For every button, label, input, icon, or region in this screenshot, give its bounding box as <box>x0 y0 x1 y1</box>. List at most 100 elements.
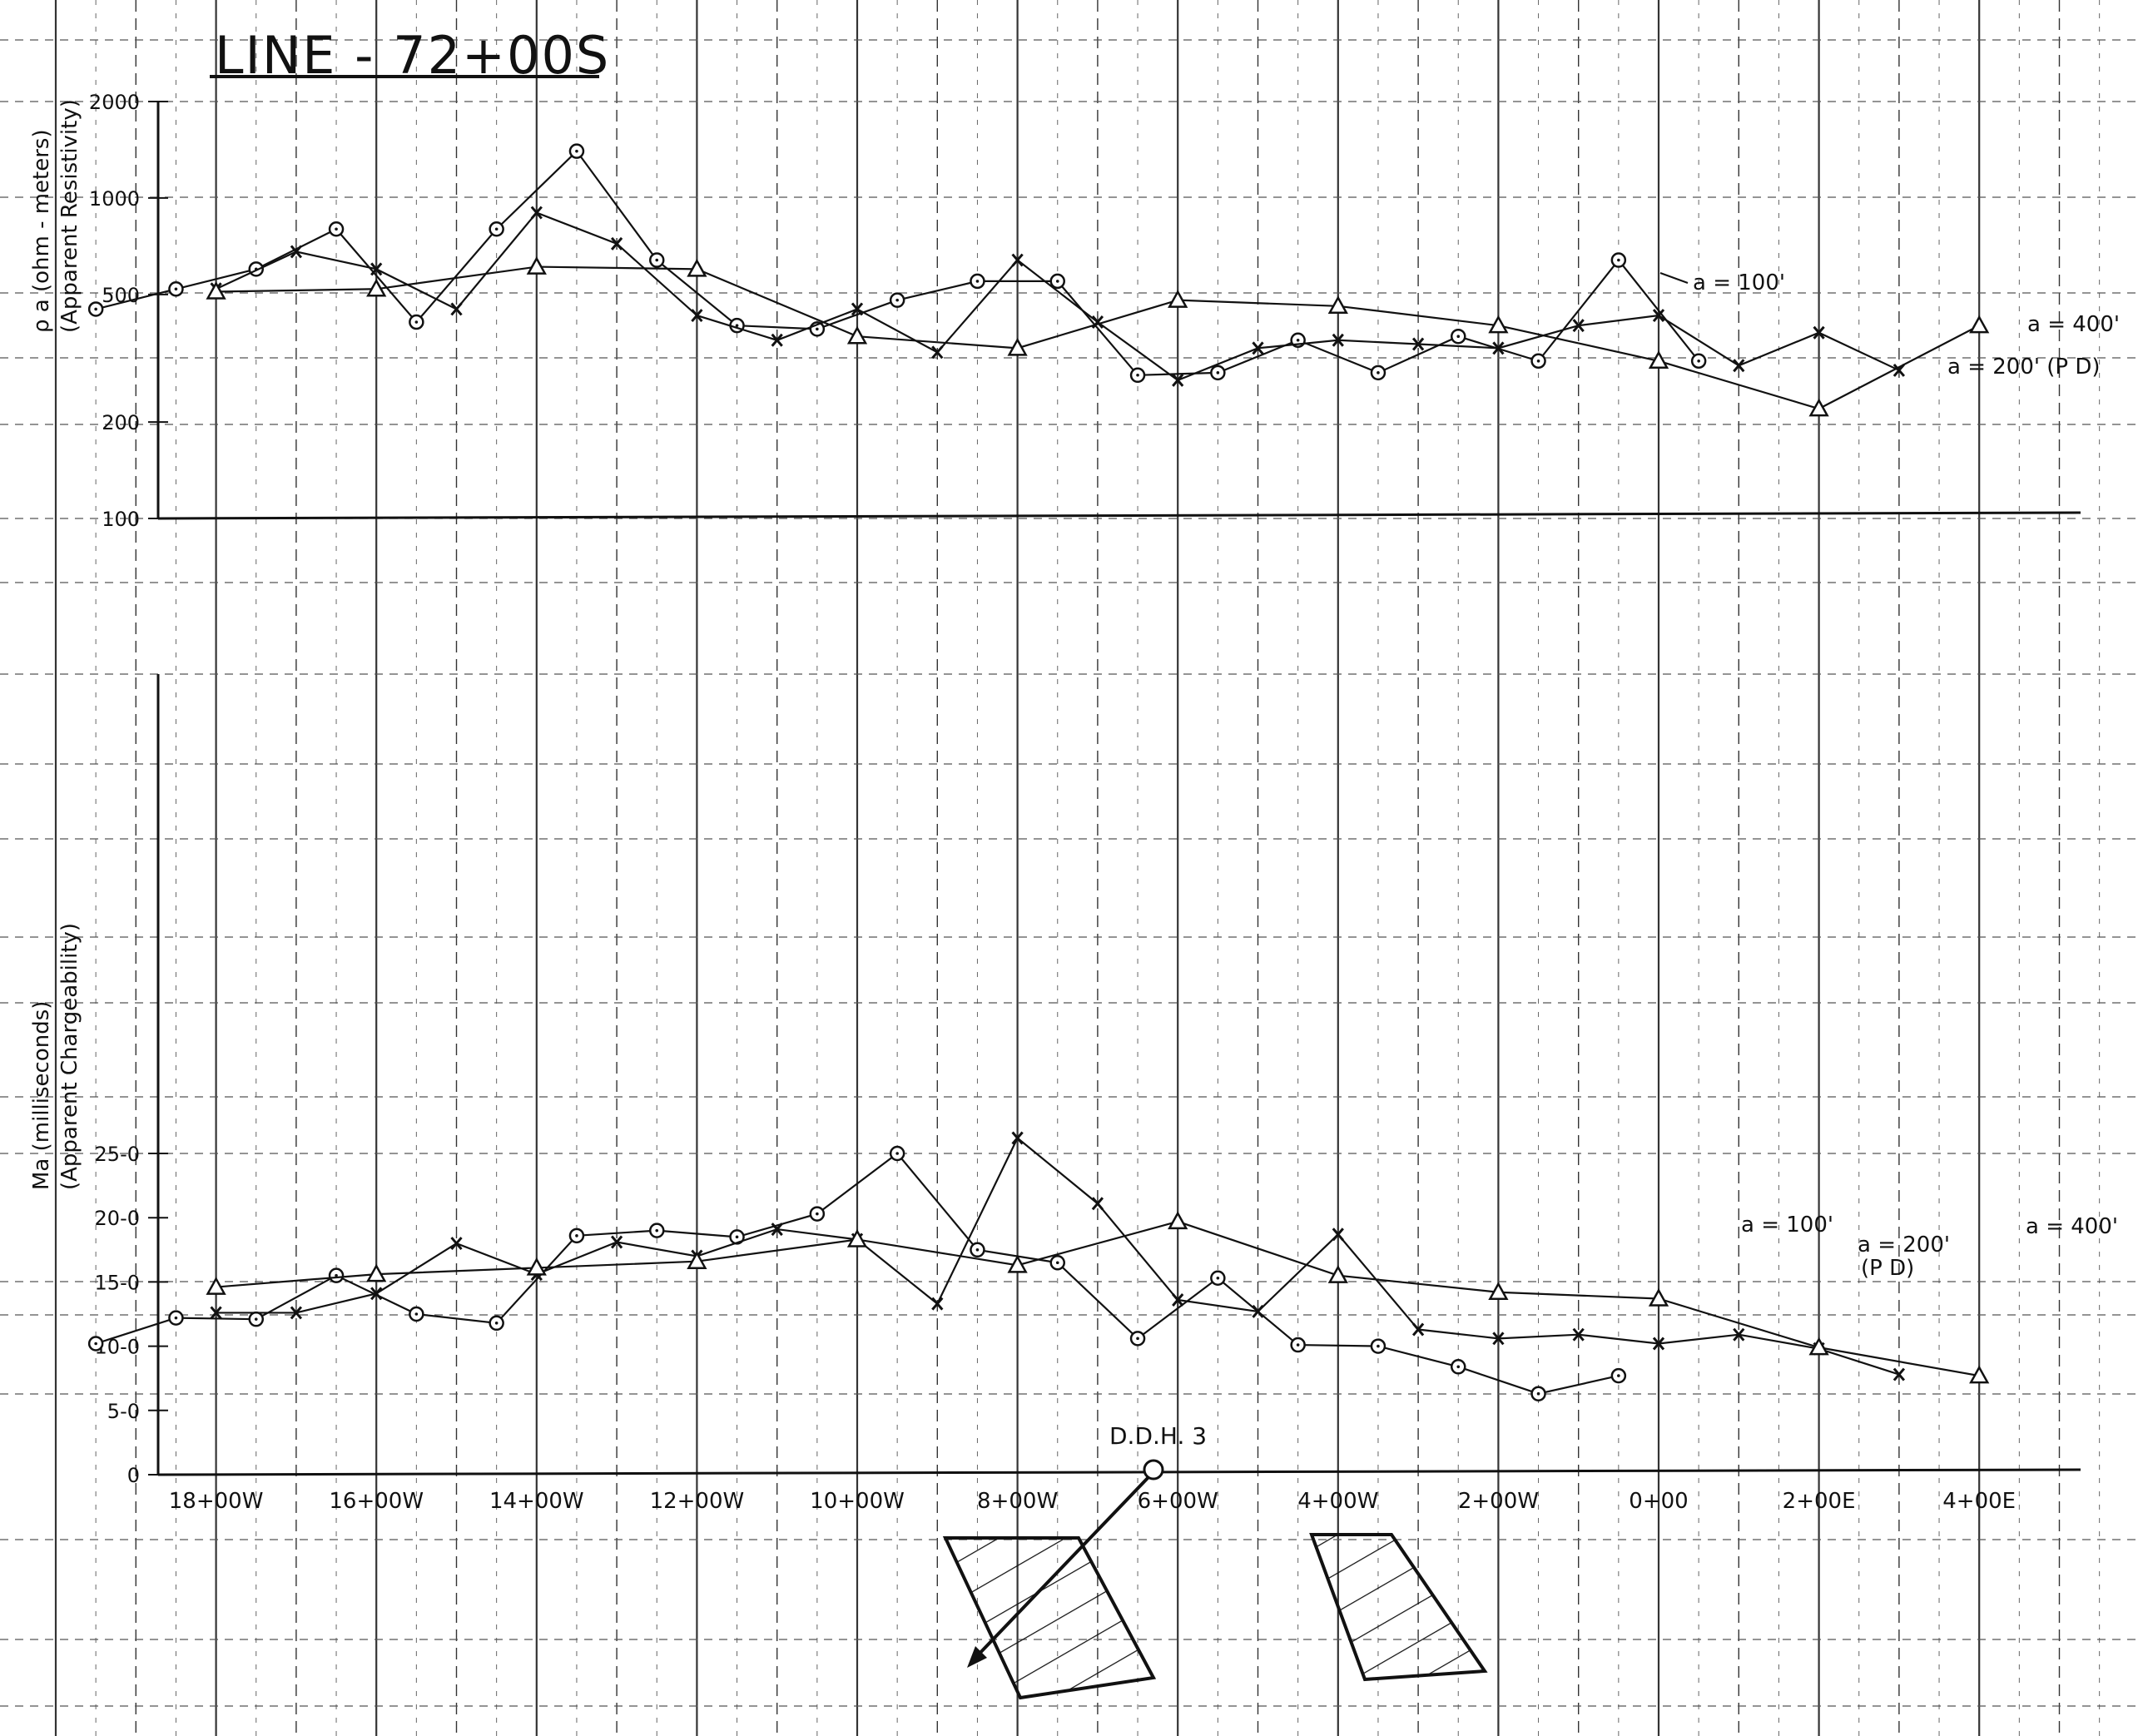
data-point-x <box>1011 1131 1024 1145</box>
data-point-x <box>1652 1337 1665 1351</box>
data-point-triangle <box>1648 350 1669 370</box>
data-point-dot <box>1216 371 1220 374</box>
data-point-x <box>1011 253 1024 267</box>
data-point-dot <box>816 327 819 331</box>
top-series-line <box>216 265 1980 410</box>
data-point-dot <box>655 258 659 262</box>
data-point-dot <box>1055 280 1059 283</box>
x-station-label: 12+00W <box>650 1489 745 1514</box>
data-point-dot <box>494 1322 499 1325</box>
top-y-tick-label: 100 <box>102 508 140 531</box>
x-station-label: 16+00W <box>329 1489 424 1514</box>
hatched-zone-1 <box>942 1536 1157 1700</box>
data-point-dot <box>1136 374 1139 377</box>
data-point-x <box>370 1287 383 1301</box>
data-point-dot <box>414 1312 419 1316</box>
data-point-x <box>1172 373 1184 387</box>
data-point-triangle <box>1007 337 1028 356</box>
bottom-y-tick-label: 15-0 <box>95 1271 140 1294</box>
x-station-label: 18+00W <box>169 1489 264 1514</box>
top-series-0 <box>87 143 1707 384</box>
bottom-y-tick-label: 0 <box>127 1464 140 1487</box>
data-point-triangle <box>206 1277 226 1295</box>
svg-text:ρ a (ohm - meters): ρ a (ohm - meters) <box>29 129 54 333</box>
data-point-dot <box>174 287 178 291</box>
data-point-dot <box>174 1316 178 1320</box>
data-point-x <box>610 236 623 250</box>
data-point-dot <box>895 298 899 302</box>
data-point-triangle <box>1488 1282 1509 1300</box>
data-point-dot <box>575 149 578 153</box>
bottom-series-line <box>216 1136 1900 1376</box>
data-point-dot <box>1617 258 1620 262</box>
data-point-dot <box>335 227 338 231</box>
top-series-1 <box>210 206 1906 387</box>
svg-text:Ma (milliseconds): Ma (milliseconds) <box>29 1001 54 1190</box>
bottom-y-tick-label: 20-0 <box>95 1207 140 1230</box>
data-point-triangle <box>526 256 547 275</box>
bottom-y-tick-label: 5-0 <box>107 1400 140 1423</box>
bottom-label-a100: a = 100' <box>1741 1213 1833 1238</box>
data-point-dot <box>816 1212 819 1216</box>
data-point-triangle <box>1168 1211 1188 1230</box>
data-point-x <box>771 333 783 347</box>
drill-hole-arrowhead <box>967 1646 987 1668</box>
svg-text:(Apparent Resistivity): (Apparent Resistivity) <box>57 99 82 333</box>
tick-labels: 2000100050020010025-020-015-010-05-0018+… <box>89 91 2016 1514</box>
data-point-x <box>1252 341 1264 355</box>
data-point-dot <box>1216 1276 1220 1280</box>
data-point-x <box>1332 333 1344 347</box>
hatched-zone-2 <box>1309 1533 1488 1682</box>
top-label-a400: a = 400' <box>2027 312 2120 337</box>
data-point-triangle <box>1327 1265 1348 1283</box>
x-station-label: 4+00E <box>1942 1489 2016 1514</box>
data-point-triangle <box>1969 1365 1990 1384</box>
data-point-dot <box>335 1273 338 1277</box>
data-point-x <box>450 1237 463 1251</box>
data-point-triangle <box>206 280 226 300</box>
bottom-series-line <box>216 1220 1980 1377</box>
x-station-label: 14+00W <box>489 1489 584 1514</box>
bottom-label-a200-pd: (P D) <box>1861 1256 1914 1281</box>
data-point-triangle <box>366 278 387 297</box>
data-point-triangle <box>846 1228 868 1247</box>
top-y-tick-label: 2000 <box>89 91 140 114</box>
data-point-x <box>370 262 383 276</box>
bottom-x-axis <box>157 1468 2081 1476</box>
data-point-x <box>1652 309 1665 323</box>
data-point-x <box>771 1223 783 1237</box>
data-point-x <box>290 1306 303 1320</box>
x-station-label: 6+00W <box>1138 1489 1218 1514</box>
data-point-dot <box>94 1342 97 1346</box>
data-point-x <box>1492 1332 1505 1346</box>
data-point-x <box>210 1306 222 1320</box>
x-station-label: 4+00W <box>1297 1489 1378 1514</box>
data-point-x <box>931 1297 944 1311</box>
data-point-x <box>450 302 463 316</box>
data-point-x <box>1091 1197 1104 1211</box>
x-station-label: 8+00W <box>977 1489 1058 1514</box>
top-label-a200: a = 200' (P D) <box>1947 355 2101 379</box>
data-point-x <box>1572 319 1585 333</box>
bottom-y-tick-label: 25-0 <box>95 1143 140 1166</box>
data-point-dot <box>1055 1261 1059 1265</box>
data-point-x <box>1892 1367 1906 1381</box>
data-point-triangle <box>687 258 707 277</box>
top-x-axis <box>157 511 2081 520</box>
data-point-dot <box>975 280 980 283</box>
bottom-label-a200: a = 200' <box>1858 1233 1950 1257</box>
data-point-dot <box>575 1234 578 1238</box>
x-station-label: 10+00W <box>810 1489 905 1514</box>
data-point-triangle <box>1969 315 1990 334</box>
data-point-dot <box>1536 359 1540 363</box>
data-point-dot <box>1456 1365 1461 1369</box>
data-point-dot <box>1136 1337 1139 1341</box>
data-point-x <box>1172 1293 1184 1307</box>
bottom-series-line <box>95 1152 1620 1395</box>
bottom-series-0 <box>87 1145 1627 1401</box>
svg-text:(Apparent Chargeability): (Apparent Chargeability) <box>57 923 82 1190</box>
bottom-series-2 <box>206 1211 1990 1384</box>
data-point-dot <box>735 1235 739 1239</box>
data-point-dot <box>254 1317 258 1321</box>
